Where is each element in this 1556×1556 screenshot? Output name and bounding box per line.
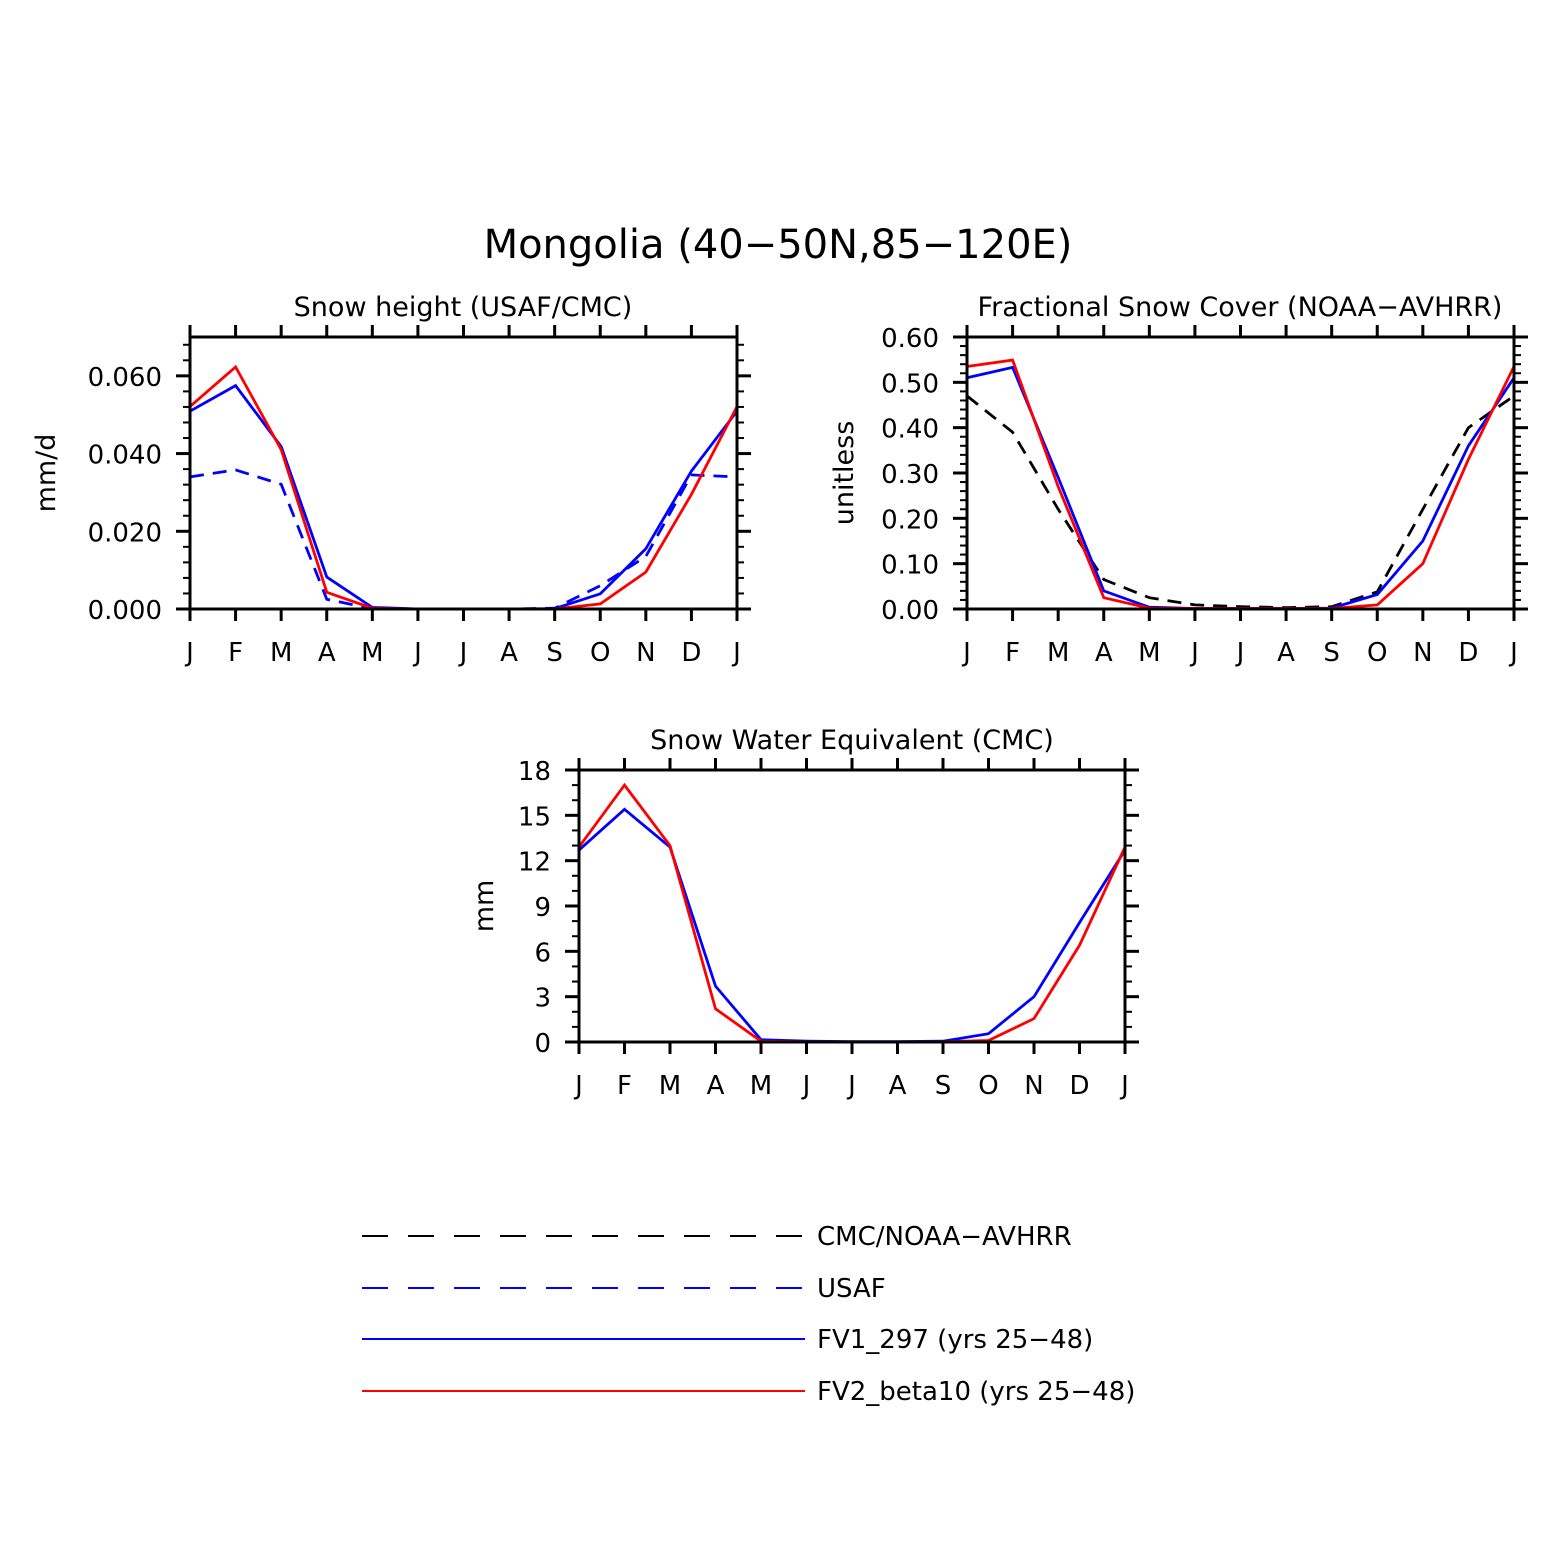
y-axis-label: mm/d [31, 434, 62, 513]
plot-frame [965, 335, 1516, 611]
x-tick-label: M [1047, 638, 1069, 668]
legend: CMC/NOAA−AVHRR USAF FV1_297 (yrs 25−48) … [362, 1222, 1135, 1407]
x-tick-label: D [1458, 638, 1478, 668]
y-tick-label: 18 [518, 757, 551, 787]
y-tick-label: 0.060 [88, 363, 162, 393]
x-tick-label: A [500, 638, 518, 668]
y-tick-label: 0.000 [88, 596, 162, 626]
x-tick-label: O [1367, 638, 1387, 668]
x-tick-label: M [659, 1071, 681, 1101]
y-tick-label: 9 [534, 893, 551, 923]
legend-label-fv2: FV2_beta10 (yrs 25−48) [817, 1377, 1135, 1407]
series-line-obs [966, 394, 1515, 610]
legend-label-fv1: FV1_297 (yrs 25−48) [817, 1325, 1093, 1355]
series-line-fv1 [966, 365, 1516, 610]
x-tick-label: J [1189, 638, 1199, 668]
x-tick-label: S [546, 638, 563, 668]
x-tick-label: J [1235, 638, 1245, 668]
y-tick-label: 0.30 [881, 460, 939, 490]
legend-label-usaf: USAF [817, 1274, 886, 1304]
y-tick-label: 0.020 [88, 518, 162, 548]
series-line-fv1 [578, 807, 1127, 1044]
y-tick-label: 0.040 [88, 441, 162, 471]
x-tick-label: A [318, 638, 336, 668]
y-tick-label: 6 [534, 938, 551, 968]
figure-title: Mongolia (40−50N,85−120E) [484, 222, 1073, 268]
x-tick-label: F [1005, 638, 1020, 668]
x-tick-label: N [1413, 638, 1432, 668]
x-tick-label: M [750, 1071, 772, 1101]
y-tick-label: 0.50 [881, 369, 939, 399]
x-tick-label: J [573, 1071, 583, 1101]
plot-frame [577, 768, 1127, 1044]
x-tick-label: O [978, 1071, 998, 1101]
series-line-fv2 [577, 782, 1127, 1044]
x-tick-label: J [961, 638, 971, 668]
y-tick-label: 0.00 [881, 596, 939, 626]
x-tick-label: M [361, 638, 383, 668]
x-tick-label: M [1138, 638, 1160, 668]
x-tick-label: S [935, 1071, 952, 1101]
x-tick-label: S [1323, 638, 1340, 668]
x-tick-label: J [801, 1071, 811, 1101]
x-tick-label: D [1069, 1071, 1089, 1101]
x-tick-label: A [1277, 638, 1295, 668]
x-tick-label: O [590, 638, 610, 668]
x-tick-label: J [458, 638, 468, 668]
x-tick-label: F [228, 638, 243, 668]
y-axis-label: mm [469, 880, 500, 933]
x-tick-label: D [681, 638, 701, 668]
x-tick-label: N [1024, 1071, 1043, 1101]
y-tick-label: 0.10 [881, 551, 939, 581]
legend-label-obs: CMC/NOAA−AVHRR [817, 1222, 1072, 1252]
series-line-fv1 [189, 383, 739, 611]
panel-title: Snow height (USAF/CMC) [294, 292, 633, 323]
y-tick-label: 0.60 [881, 324, 939, 354]
panel-title: Snow Water Equivalent (CMC) [650, 725, 1054, 756]
x-tick-label: J [731, 638, 741, 668]
x-tick-label: A [707, 1071, 725, 1101]
x-tick-label: N [636, 638, 655, 668]
panel-title: Fractional Snow Cover (NOAA−AVHRR) [978, 292, 1503, 323]
y-tick-label: 0.20 [881, 505, 939, 535]
panel-fractional-snow-cover: Fractional Snow Cover (NOAA−AVHRR) unitl… [829, 292, 1528, 668]
x-tick-label: J [1119, 1071, 1129, 1101]
y-axis-label: unitless [829, 421, 860, 526]
y-tick-label: 0 [534, 1029, 551, 1059]
x-tick-label: J [846, 1071, 856, 1101]
plot-frame [188, 335, 739, 611]
y-tick-label: 12 [518, 848, 551, 878]
x-tick-label: A [889, 1071, 907, 1101]
y-tick-label: 3 [534, 984, 551, 1014]
x-tick-label: A [1095, 638, 1113, 668]
series-line-fv2 [189, 364, 739, 611]
y-tick-label: 15 [518, 802, 551, 832]
x-tick-label: J [184, 638, 194, 668]
y-tick-label: 0.40 [881, 415, 939, 445]
series-line-fv2 [966, 358, 1516, 610]
series-line-usaf [189, 468, 738, 611]
x-tick-label: J [412, 638, 422, 668]
x-tick-label: F [617, 1071, 632, 1101]
x-tick-label: M [270, 638, 292, 668]
x-tick-label: J [1508, 638, 1518, 668]
